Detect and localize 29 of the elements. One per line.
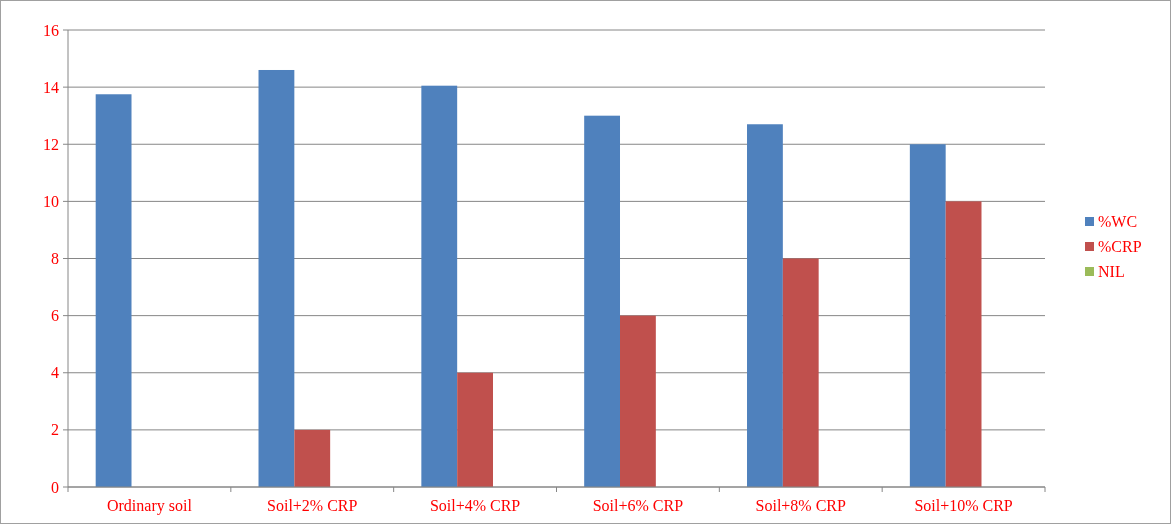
legend-label: %CRP bbox=[1098, 237, 1142, 255]
bar bbox=[782, 258, 819, 487]
bar bbox=[747, 124, 783, 487]
y-tick-label: 8 bbox=[51, 250, 59, 268]
bar bbox=[95, 94, 132, 487]
bar bbox=[421, 85, 458, 487]
bar bbox=[584, 115, 621, 487]
x-tick-label: Soil+8% CRP bbox=[755, 497, 847, 514]
bar bbox=[945, 201, 982, 487]
y-tick-label: 2 bbox=[51, 421, 59, 439]
y-tick-label: 4 bbox=[51, 364, 59, 382]
bar bbox=[258, 69, 295, 487]
y-tick-label: 16 bbox=[43, 21, 59, 39]
y-tick-label: 10 bbox=[43, 192, 59, 210]
x-tick-label: Soil+4% CRP bbox=[429, 497, 521, 514]
y-tick-label: 12 bbox=[43, 135, 59, 153]
y-tick-label: 0 bbox=[51, 478, 59, 496]
legend-label: NIL bbox=[1098, 262, 1125, 280]
y-tick-label: 14 bbox=[43, 78, 59, 96]
legend-label: %WC bbox=[1098, 212, 1138, 230]
x-tick-label: Soil+2% CRP bbox=[267, 497, 358, 514]
x-tick-label: Soil+6% CRP bbox=[592, 497, 684, 514]
x-tick-label: Ordinary soil bbox=[106, 497, 193, 515]
bar bbox=[457, 372, 493, 487]
y-tick-label: 6 bbox=[51, 307, 59, 325]
bar bbox=[909, 144, 946, 487]
bar bbox=[294, 429, 331, 487]
bar bbox=[620, 315, 656, 487]
x-tick-label: Soil+10% CRP bbox=[914, 497, 1013, 514]
